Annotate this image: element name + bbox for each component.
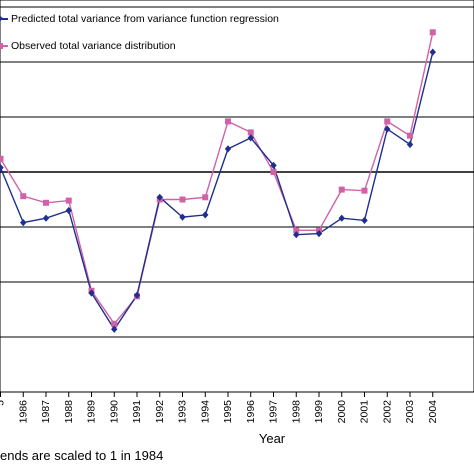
legend-item-predicted: Predicted total variance from variance f… <box>0 12 279 26</box>
data-point-observed-1988 <box>65 197 72 204</box>
legend-marker-predicted <box>0 14 4 23</box>
x-tick-label: 1997 <box>268 400 280 424</box>
x-tick-label: 1999 <box>313 400 325 424</box>
x-tick-label: 1987 <box>40 400 52 424</box>
x-tick-label: 1990 <box>108 400 120 424</box>
data-point-predicted-1998 <box>293 231 300 239</box>
data-point-predicted-1999 <box>315 230 323 238</box>
data-point-predicted-1986 <box>20 219 27 227</box>
x-tick-label: 2001 <box>359 400 371 424</box>
series-line-predicted <box>0 51 434 331</box>
x-tick-label: 5 <box>0 400 7 406</box>
data-point-predicted-2003 <box>406 140 414 149</box>
x-tick-label: 2004 <box>427 400 439 424</box>
data-point-predicted-1995 <box>224 145 232 153</box>
data-point-observed-2003 <box>407 132 413 139</box>
x-tick-label: 1993 <box>177 400 189 424</box>
data-point-predicted-1989 <box>88 289 95 297</box>
data-point-observed-1985 <box>0 155 4 162</box>
data-point-predicted-2004 <box>429 48 436 56</box>
legend-line-predicted <box>0 18 8 20</box>
legend-swatch-predicted <box>0 12 8 26</box>
series-line-observed <box>0 32 434 325</box>
x-tick-label: 1992 <box>154 400 166 424</box>
data-point-observed-2002 <box>384 118 391 125</box>
data-point-observed-1993 <box>179 196 186 203</box>
data-point-observed-1997 <box>270 169 277 175</box>
x-tick-label: 1994 <box>199 400 211 424</box>
data-point-observed-1998 <box>293 227 300 234</box>
data-point-observed-1994 <box>202 194 209 201</box>
data-point-predicted-1992 <box>156 193 163 201</box>
data-point-predicted-1991 <box>133 291 141 299</box>
data-point-predicted-1997 <box>270 161 277 169</box>
x-tick-label: 2002 <box>381 400 393 424</box>
legend-item-observed: Observed total variance distribution <box>0 39 176 53</box>
x-tick-label: 1998 <box>290 400 302 424</box>
x-tick-label: 1988 <box>63 400 75 424</box>
footnote: ends are scaled to 1 in 1984 <box>0 448 164 463</box>
x-axis-label: Year <box>258 431 286 446</box>
data-point-predicted-1985 <box>0 164 4 172</box>
x-tick-label: 1996 <box>245 400 257 424</box>
data-point-observed-1990 <box>111 320 118 327</box>
x-tick-label: 1995 <box>222 400 234 424</box>
data-point-predicted-1987 <box>42 214 50 222</box>
data-point-observed-1996 <box>247 129 254 136</box>
x-tick-label: 2000 <box>336 400 348 424</box>
data-point-predicted-2002 <box>384 125 391 133</box>
data-point-observed-2001 <box>361 187 368 194</box>
data-point-observed-2004 <box>429 29 436 36</box>
data-point-predicted-1994 <box>202 211 209 219</box>
data-point-predicted-1996 <box>247 134 254 142</box>
data-point-observed-1995 <box>225 118 231 125</box>
data-point-observed-1987 <box>43 199 49 206</box>
x-tick-label: 1989 <box>86 400 98 424</box>
data-point-predicted-2000 <box>338 214 345 222</box>
data-point-predicted-1988 <box>65 206 72 215</box>
plot-border <box>0 0 474 393</box>
legend-swatch-observed <box>0 39 8 53</box>
legend-label-predicted: Predicted total variance from variance f… <box>11 13 279 25</box>
x-tick-label: 2003 <box>404 400 416 424</box>
x-tick-label: 1991 <box>131 400 143 424</box>
x-tick-label: 1986 <box>17 400 29 424</box>
legend-marker-observed <box>0 42 3 49</box>
legend-label-observed: Observed total variance distribution <box>11 40 176 52</box>
legend-line-observed <box>0 45 8 47</box>
data-point-observed-1986 <box>20 193 27 200</box>
data-point-predicted-1990 <box>111 325 118 333</box>
data-point-observed-2000 <box>338 186 345 193</box>
data-point-predicted-2001 <box>361 216 368 224</box>
data-point-predicted-1993 <box>179 213 186 221</box>
